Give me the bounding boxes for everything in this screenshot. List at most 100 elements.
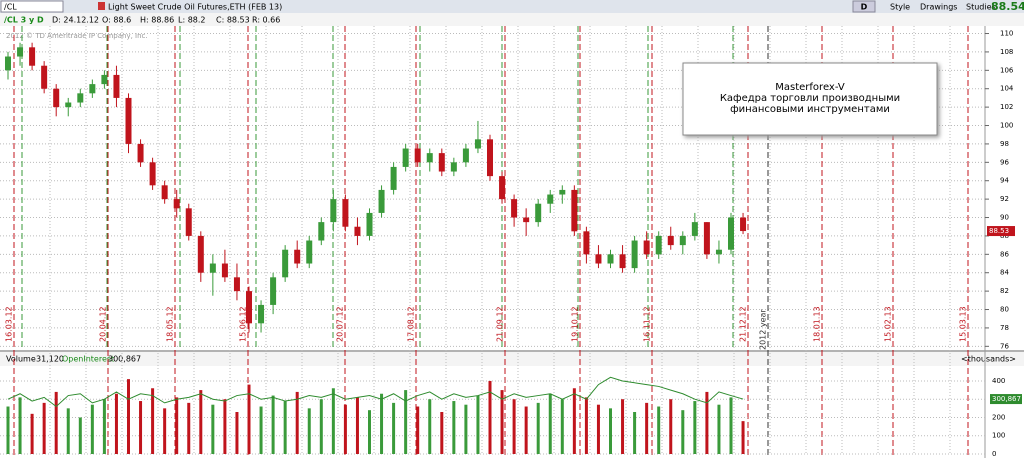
volume-bar (705, 391, 709, 454)
candle-body (5, 56, 11, 71)
drawings-button[interactable]: Drawings (920, 3, 957, 12)
candle-body (559, 189, 566, 195)
date-label: 17.08.12 (407, 306, 416, 342)
volume-bar (295, 391, 299, 454)
volume-bar (66, 408, 70, 454)
candle-body (53, 88, 60, 108)
volume-bar (717, 404, 721, 454)
candle-body (113, 74, 120, 98)
volume-bar (30, 413, 34, 454)
y-tick-label: 106 (1000, 66, 1014, 74)
oi-tag-label: 300,867 (992, 395, 1021, 403)
candle-body (450, 162, 457, 172)
candle-body (282, 249, 289, 278)
volume-bar (90, 404, 94, 454)
last-tag (987, 226, 1015, 237)
study-label: /CL 3 y D (4, 16, 44, 25)
info-bar (0, 13, 1024, 26)
volume-bar (235, 412, 239, 454)
volume-bar (54, 391, 58, 454)
date-label: 21.12.12 (739, 306, 748, 342)
y-tick-label: 98 (1000, 140, 1009, 148)
candle-body (679, 235, 686, 246)
candle-body (523, 217, 530, 223)
y-tick-label: 86 (1000, 250, 1009, 258)
candle-body (643, 240, 650, 255)
volume-bar (283, 401, 287, 454)
volume-title: Volume (6, 355, 36, 364)
candle-body (715, 249, 722, 255)
candle-body (462, 148, 469, 163)
volume-bar (428, 399, 432, 454)
candle-body (390, 166, 397, 190)
volume-bar (596, 404, 600, 454)
y-tick-label: 78 (1000, 324, 1009, 332)
oi-title: OpenInterest (62, 355, 114, 364)
volume-bar (259, 406, 263, 454)
candle-body (149, 162, 156, 186)
candle-body (101, 74, 108, 85)
volume-bar (6, 406, 10, 454)
volume-bar (187, 402, 191, 454)
volume-bar (102, 399, 106, 454)
y-tick-label: 400 (992, 377, 1005, 385)
candle-body (233, 277, 240, 292)
aggregation-button[interactable] (852, 0, 876, 13)
oi-value: 300,867 (108, 355, 141, 364)
date-label: 15.03.13 (959, 306, 968, 342)
y-tick-label: 82 (1000, 287, 1009, 295)
candle-body (667, 235, 674, 246)
y-tick-label: 94 (1000, 177, 1009, 185)
volume-bar (343, 404, 347, 454)
volume-bar (524, 406, 528, 454)
volume-bar (392, 402, 396, 454)
volume-bar (175, 397, 179, 454)
candle-body (535, 203, 542, 223)
volume-bar (488, 380, 492, 454)
annotation-box (682, 62, 938, 136)
volume-bar (114, 393, 118, 454)
candle-body (41, 65, 48, 89)
candle-body (740, 217, 747, 232)
candle-body (366, 212, 373, 236)
volume-bar (657, 406, 661, 454)
candle-body (474, 139, 481, 149)
candle-body (607, 254, 614, 264)
candle-body (426, 153, 433, 163)
date-label: 20.07.12 (336, 306, 345, 342)
volume-bar (476, 395, 480, 454)
volume-bar (741, 421, 745, 454)
studies-button[interactable]: Studies (966, 3, 996, 12)
info-field: C: 88.53 (216, 16, 250, 25)
symbol-input[interactable] (0, 0, 64, 13)
candle-body (595, 254, 602, 264)
volume-bar (331, 388, 335, 454)
volume-bar (380, 393, 384, 454)
candle-body (125, 97, 132, 144)
volume-bar (151, 388, 155, 454)
annotation-line: Masterforex-V (775, 82, 845, 93)
volume-bar (621, 399, 625, 454)
volume-bar (127, 379, 130, 454)
volume-bar (78, 417, 82, 454)
volume-bar (355, 397, 359, 454)
volume-bar (199, 390, 203, 454)
volume-bar (609, 408, 612, 454)
unit-label: <thousands> (961, 355, 1016, 364)
candle-body (438, 153, 445, 172)
candle-body (173, 199, 180, 209)
oi-tag (990, 394, 1022, 405)
volume-bar (584, 397, 588, 454)
candle-body (511, 199, 518, 218)
symbol: /CL (4, 3, 17, 12)
style-button[interactable]: Style (890, 3, 910, 12)
info-field: H: 88.86 (140, 16, 174, 25)
candle-body (619, 254, 626, 269)
volume-bar (416, 406, 420, 454)
volume-bar (500, 390, 504, 454)
volume-bar (247, 384, 251, 454)
candle-body (185, 208, 192, 236)
candle-body (499, 176, 506, 200)
